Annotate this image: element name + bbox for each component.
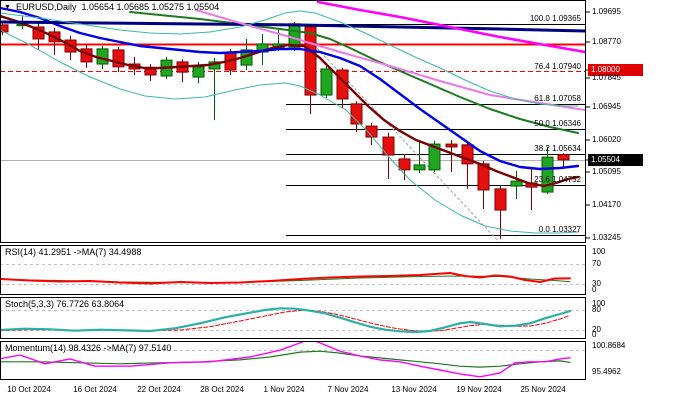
price-tick-label: 1.03245 <box>592 233 621 242</box>
stoch-indicator-label: Stoch(5,3,3) 76.7726 63.8064 <box>5 299 125 309</box>
current-price-badge: 1.05504 <box>588 154 643 166</box>
rsi-panel <box>1 264 585 285</box>
ma-200-navy <box>1 20 585 33</box>
candle-body <box>428 143 441 171</box>
candle-body <box>477 163 490 191</box>
stoch-signal-line <box>1 309 571 332</box>
candle-body <box>144 68 157 76</box>
rsi-panel-border <box>0 245 586 295</box>
candle-body <box>112 49 125 68</box>
ma-slow-green <box>129 11 579 134</box>
axis-ticks <box>586 11 590 239</box>
indicator-scale-label: 80 <box>592 305 601 314</box>
candle-body <box>494 188 507 211</box>
fib-level-label: 61.8 1.07058 <box>534 94 581 103</box>
momentum-ma-line <box>1 350 571 368</box>
rsi-line <box>1 272 571 285</box>
price-tick-label: 1.08770 <box>592 37 621 46</box>
symbol-dropdown-icon[interactable]: ▼ <box>4 3 11 11</box>
price-tick-label: 1.06020 <box>592 135 621 144</box>
ma-mid-blue <box>1 6 580 171</box>
indicator-scale-label: 70 <box>592 259 601 268</box>
price-tick-label: 1.04170 <box>592 200 621 209</box>
main-panel-border <box>0 0 586 243</box>
band-lower-teal <box>1 29 579 234</box>
chart-title: ▼ EURUSD,Daily 1.05654 1.05685 1.05275 1… <box>4 2 219 12</box>
price-tick-label: 1.06945 <box>592 102 621 111</box>
candle-body <box>1 24 9 33</box>
indicator-scale-label: 20 <box>592 325 601 334</box>
indicator-scale-label: 100.8684 <box>592 341 626 350</box>
indicator-scale-label: 0 <box>592 285 597 294</box>
price-level-badge: 1.08000 <box>588 64 643 76</box>
candle-body <box>382 136 395 156</box>
indicator-scale-label: 100 <box>592 247 606 256</box>
candle-body <box>445 143 458 148</box>
indicator-scale-label: 0 <box>592 330 597 339</box>
candle-body <box>365 125 378 138</box>
candle-body <box>398 158 411 171</box>
ma-magenta <box>316 1 585 54</box>
candle-body <box>320 68 333 96</box>
price-tick-label: 1.07845 <box>592 73 621 82</box>
date-axis-label: 13 Nov 2024 <box>391 385 437 394</box>
indicator-scale-label: 100 <box>592 299 606 308</box>
fib-level-label: 100.0 1.09365 <box>529 14 581 23</box>
candle-body <box>413 164 426 171</box>
candle-body <box>304 26 317 96</box>
ma-fast-maroon <box>1 15 580 188</box>
band-upper-teal <box>1 10 579 107</box>
date-axis-label: 1 Nov 2024 <box>263 385 305 394</box>
fib-level-label: 50.0 1.06346 <box>534 119 581 128</box>
fib-level-label: 76.4 1.07940 <box>534 62 581 71</box>
candle-body <box>557 154 570 161</box>
ohlc-values: 1.05654 1.05685 1.05275 1.05504 <box>81 2 220 12</box>
candle-body <box>461 144 474 165</box>
fib-level-label: 0.0 1.03327 <box>538 225 581 234</box>
date-axis-label: 10 Oct 2024 <box>7 385 51 394</box>
date-axis-label: 7 Nov 2024 <box>327 385 369 394</box>
date-axis-label: 19 Nov 2024 <box>456 385 502 394</box>
momentum-indicator-label: Momentum(14) 98.4326 ->MA(7) 97.5140 <box>5 343 172 353</box>
mom-panel-border <box>0 341 586 380</box>
mom-panel <box>1 342 585 378</box>
price-tick-label: 1.05095 <box>592 167 621 176</box>
fib-level-label: 23.6 1.04752 <box>534 175 581 184</box>
date-axis-label: 22 Oct 2024 <box>137 385 181 394</box>
indicator-scale-label: 95.4962 <box>592 367 621 376</box>
candle-body <box>288 23 301 48</box>
date-axis-label: 25 Nov 2024 <box>520 385 566 394</box>
momentum-line <box>1 342 571 378</box>
candle-body <box>541 156 554 193</box>
stoch-panel-border <box>0 297 586 339</box>
stoch-main-line <box>1 307 572 334</box>
candle-body <box>350 103 363 125</box>
candle-body <box>192 66 205 78</box>
symbol-period-label: EURUSD,Daily <box>15 2 77 12</box>
indicator-scale-label: 30 <box>592 279 601 288</box>
stoch-panel <box>1 307 585 334</box>
fib-level-label: 38.2 1.05634 <box>534 144 581 153</box>
rsi-indicator-label: RSI(14) 41.2951 ->MA(7) 34.4988 <box>5 247 142 257</box>
date-axis-label: 16 Oct 2024 <box>73 385 117 394</box>
main-price-panel <box>1 1 585 242</box>
candle-body <box>510 180 523 187</box>
price-tick-label: 1.09695 <box>592 7 621 16</box>
date-axis-label: 28 Oct 2024 <box>200 385 244 394</box>
